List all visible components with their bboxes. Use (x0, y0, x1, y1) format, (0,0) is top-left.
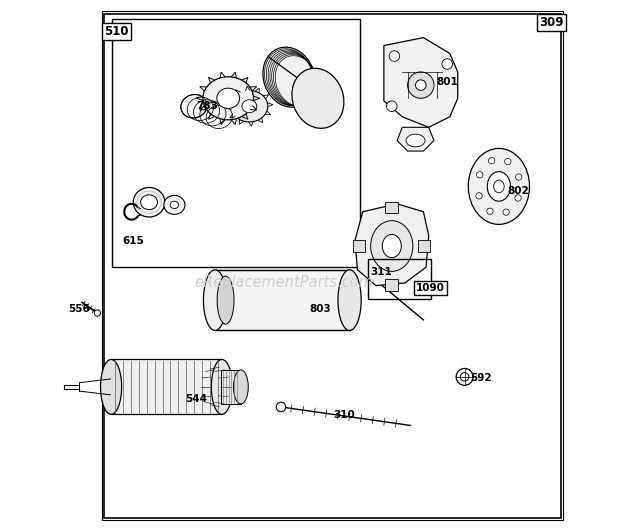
Ellipse shape (461, 372, 469, 381)
Ellipse shape (476, 193, 482, 199)
Ellipse shape (477, 171, 483, 178)
Bar (386, 279, 398, 291)
Ellipse shape (242, 100, 257, 113)
Ellipse shape (415, 80, 426, 90)
Ellipse shape (211, 360, 232, 414)
Bar (353, 240, 365, 252)
Ellipse shape (277, 402, 286, 412)
Bar (368, 259, 432, 299)
Bar (386, 202, 398, 213)
Ellipse shape (494, 180, 504, 193)
Bar (104, 14, 560, 518)
Text: 1090: 1090 (416, 283, 445, 293)
Ellipse shape (203, 270, 227, 331)
Bar (221, 370, 241, 404)
Ellipse shape (407, 72, 434, 98)
Bar (112, 19, 360, 267)
Ellipse shape (292, 68, 344, 129)
Polygon shape (355, 204, 428, 286)
Ellipse shape (442, 59, 453, 69)
Ellipse shape (489, 158, 495, 164)
Text: 783: 783 (196, 101, 218, 111)
Ellipse shape (217, 276, 234, 324)
Ellipse shape (141, 195, 157, 209)
Ellipse shape (164, 195, 185, 214)
Ellipse shape (389, 51, 400, 61)
Ellipse shape (503, 209, 509, 215)
Ellipse shape (181, 95, 207, 118)
Text: 510: 510 (104, 25, 128, 38)
Ellipse shape (231, 90, 268, 122)
Bar (418, 240, 430, 252)
Ellipse shape (406, 134, 425, 147)
Ellipse shape (383, 234, 401, 258)
Ellipse shape (515, 195, 521, 201)
Text: 556: 556 (69, 304, 91, 314)
Text: 615: 615 (122, 236, 144, 246)
Ellipse shape (94, 310, 100, 316)
Polygon shape (397, 127, 434, 151)
Text: 801: 801 (436, 77, 458, 87)
Ellipse shape (234, 370, 248, 404)
Ellipse shape (263, 47, 315, 107)
Ellipse shape (100, 360, 122, 414)
Text: 310: 310 (334, 410, 355, 420)
Bar (215, 270, 350, 331)
Ellipse shape (487, 171, 510, 201)
Ellipse shape (203, 77, 254, 120)
Bar (111, 360, 222, 414)
Ellipse shape (487, 208, 493, 214)
Text: 544: 544 (185, 394, 208, 404)
Ellipse shape (516, 174, 522, 180)
Ellipse shape (133, 187, 165, 217)
Text: 311: 311 (370, 268, 392, 277)
Text: 309: 309 (539, 16, 564, 29)
Polygon shape (384, 38, 458, 127)
Bar (102, 11, 563, 521)
Ellipse shape (338, 270, 361, 331)
Text: 592: 592 (471, 373, 492, 383)
Text: 802: 802 (508, 186, 529, 196)
Ellipse shape (386, 101, 397, 112)
Ellipse shape (217, 88, 239, 108)
Ellipse shape (456, 368, 473, 385)
Ellipse shape (468, 149, 529, 224)
Ellipse shape (371, 221, 413, 271)
Text: eReplacementParts.com: eReplacementParts.com (194, 276, 373, 290)
Ellipse shape (505, 158, 511, 165)
Ellipse shape (170, 201, 179, 208)
Text: 803: 803 (309, 304, 332, 314)
